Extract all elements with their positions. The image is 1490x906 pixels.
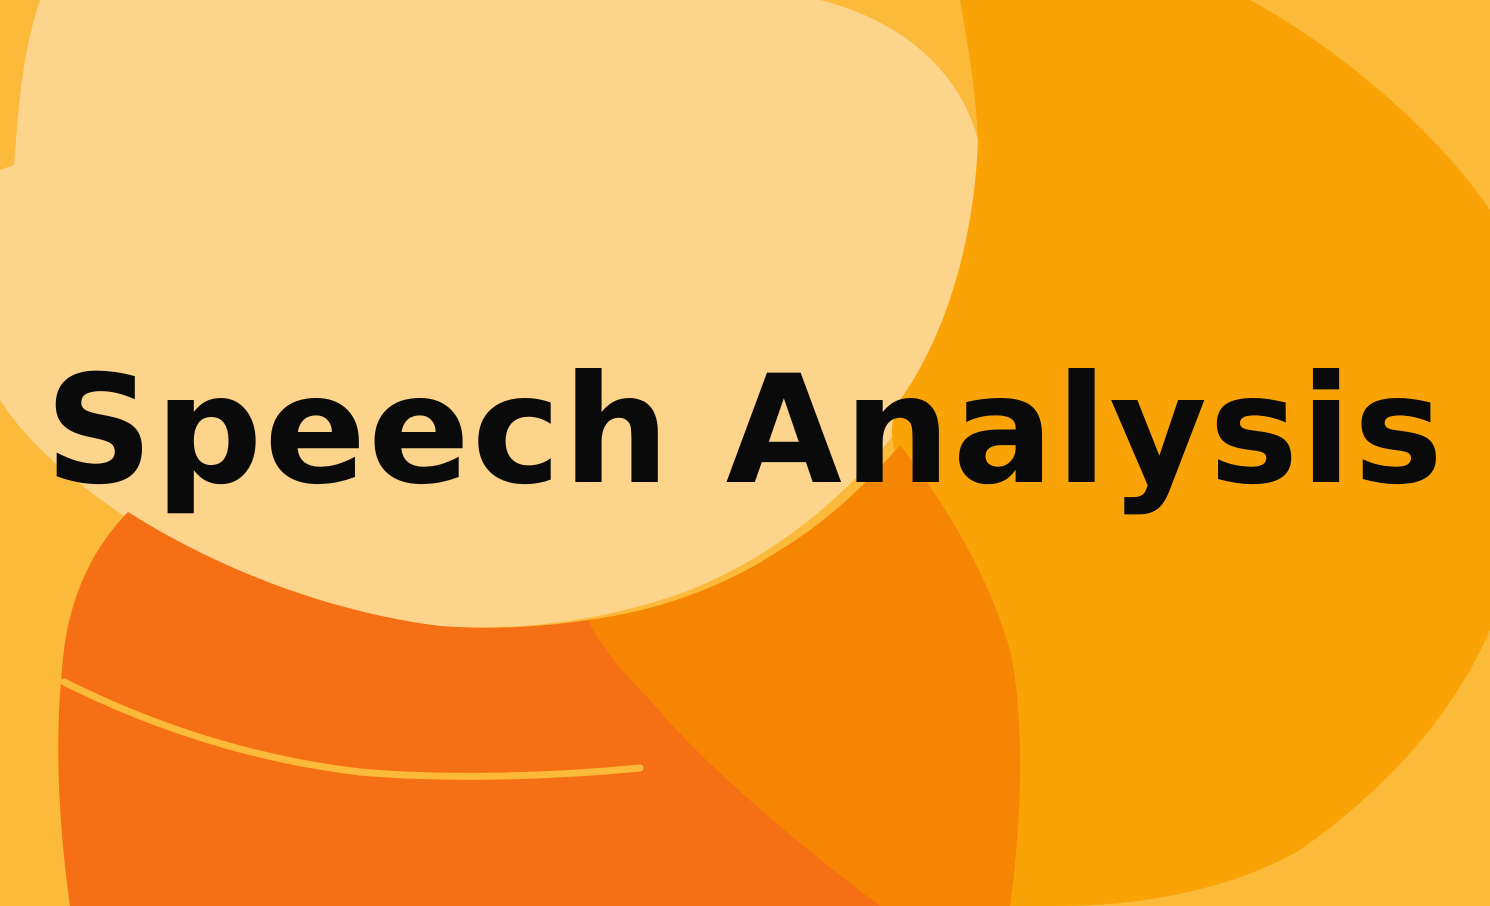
pale-peach-blob — [0, 0, 984, 628]
bright-orange-circle — [891, 0, 1490, 906]
headline-title: Speech Analysis — [44, 344, 1446, 518]
curved-accent-stroke — [60, 678, 644, 780]
tangerine-overlap — [588, 445, 1021, 906]
